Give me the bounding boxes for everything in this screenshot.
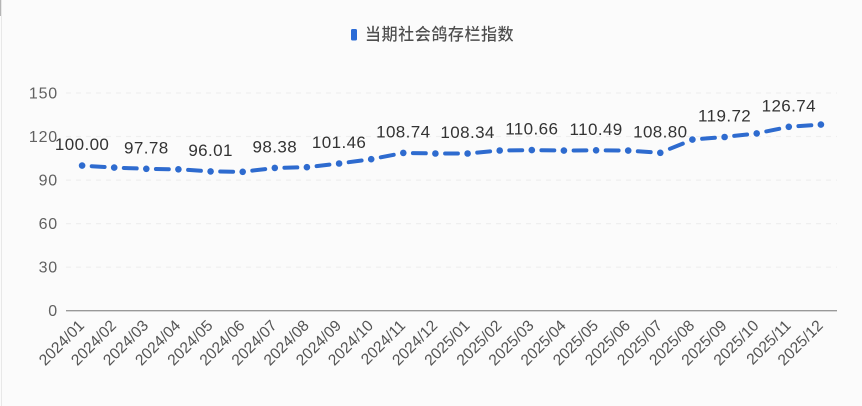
svg-text:108.34: 108.34	[440, 123, 494, 142]
svg-text:110.49: 110.49	[570, 120, 623, 139]
svg-text:108.80: 108.80	[633, 122, 687, 141]
svg-text:150: 150	[29, 86, 58, 103]
svg-text:110.66: 110.66	[505, 120, 558, 139]
svg-text:100.00: 100.00	[55, 135, 109, 154]
svg-text:98.38: 98.38	[253, 137, 298, 156]
svg-text:126.74: 126.74	[762, 96, 816, 115]
svg-text:119.72: 119.72	[698, 107, 751, 126]
svg-text:101.46: 101.46	[312, 133, 366, 152]
svg-text:30: 30	[39, 260, 58, 277]
svg-text:90: 90	[39, 173, 58, 190]
svg-text:97.78: 97.78	[124, 138, 169, 157]
svg-text:120: 120	[29, 129, 58, 146]
svg-text:0: 0	[48, 303, 58, 320]
svg-text:108.74: 108.74	[376, 122, 430, 141]
svg-text:96.01: 96.01	[188, 141, 233, 160]
svg-text:60: 60	[39, 216, 58, 233]
